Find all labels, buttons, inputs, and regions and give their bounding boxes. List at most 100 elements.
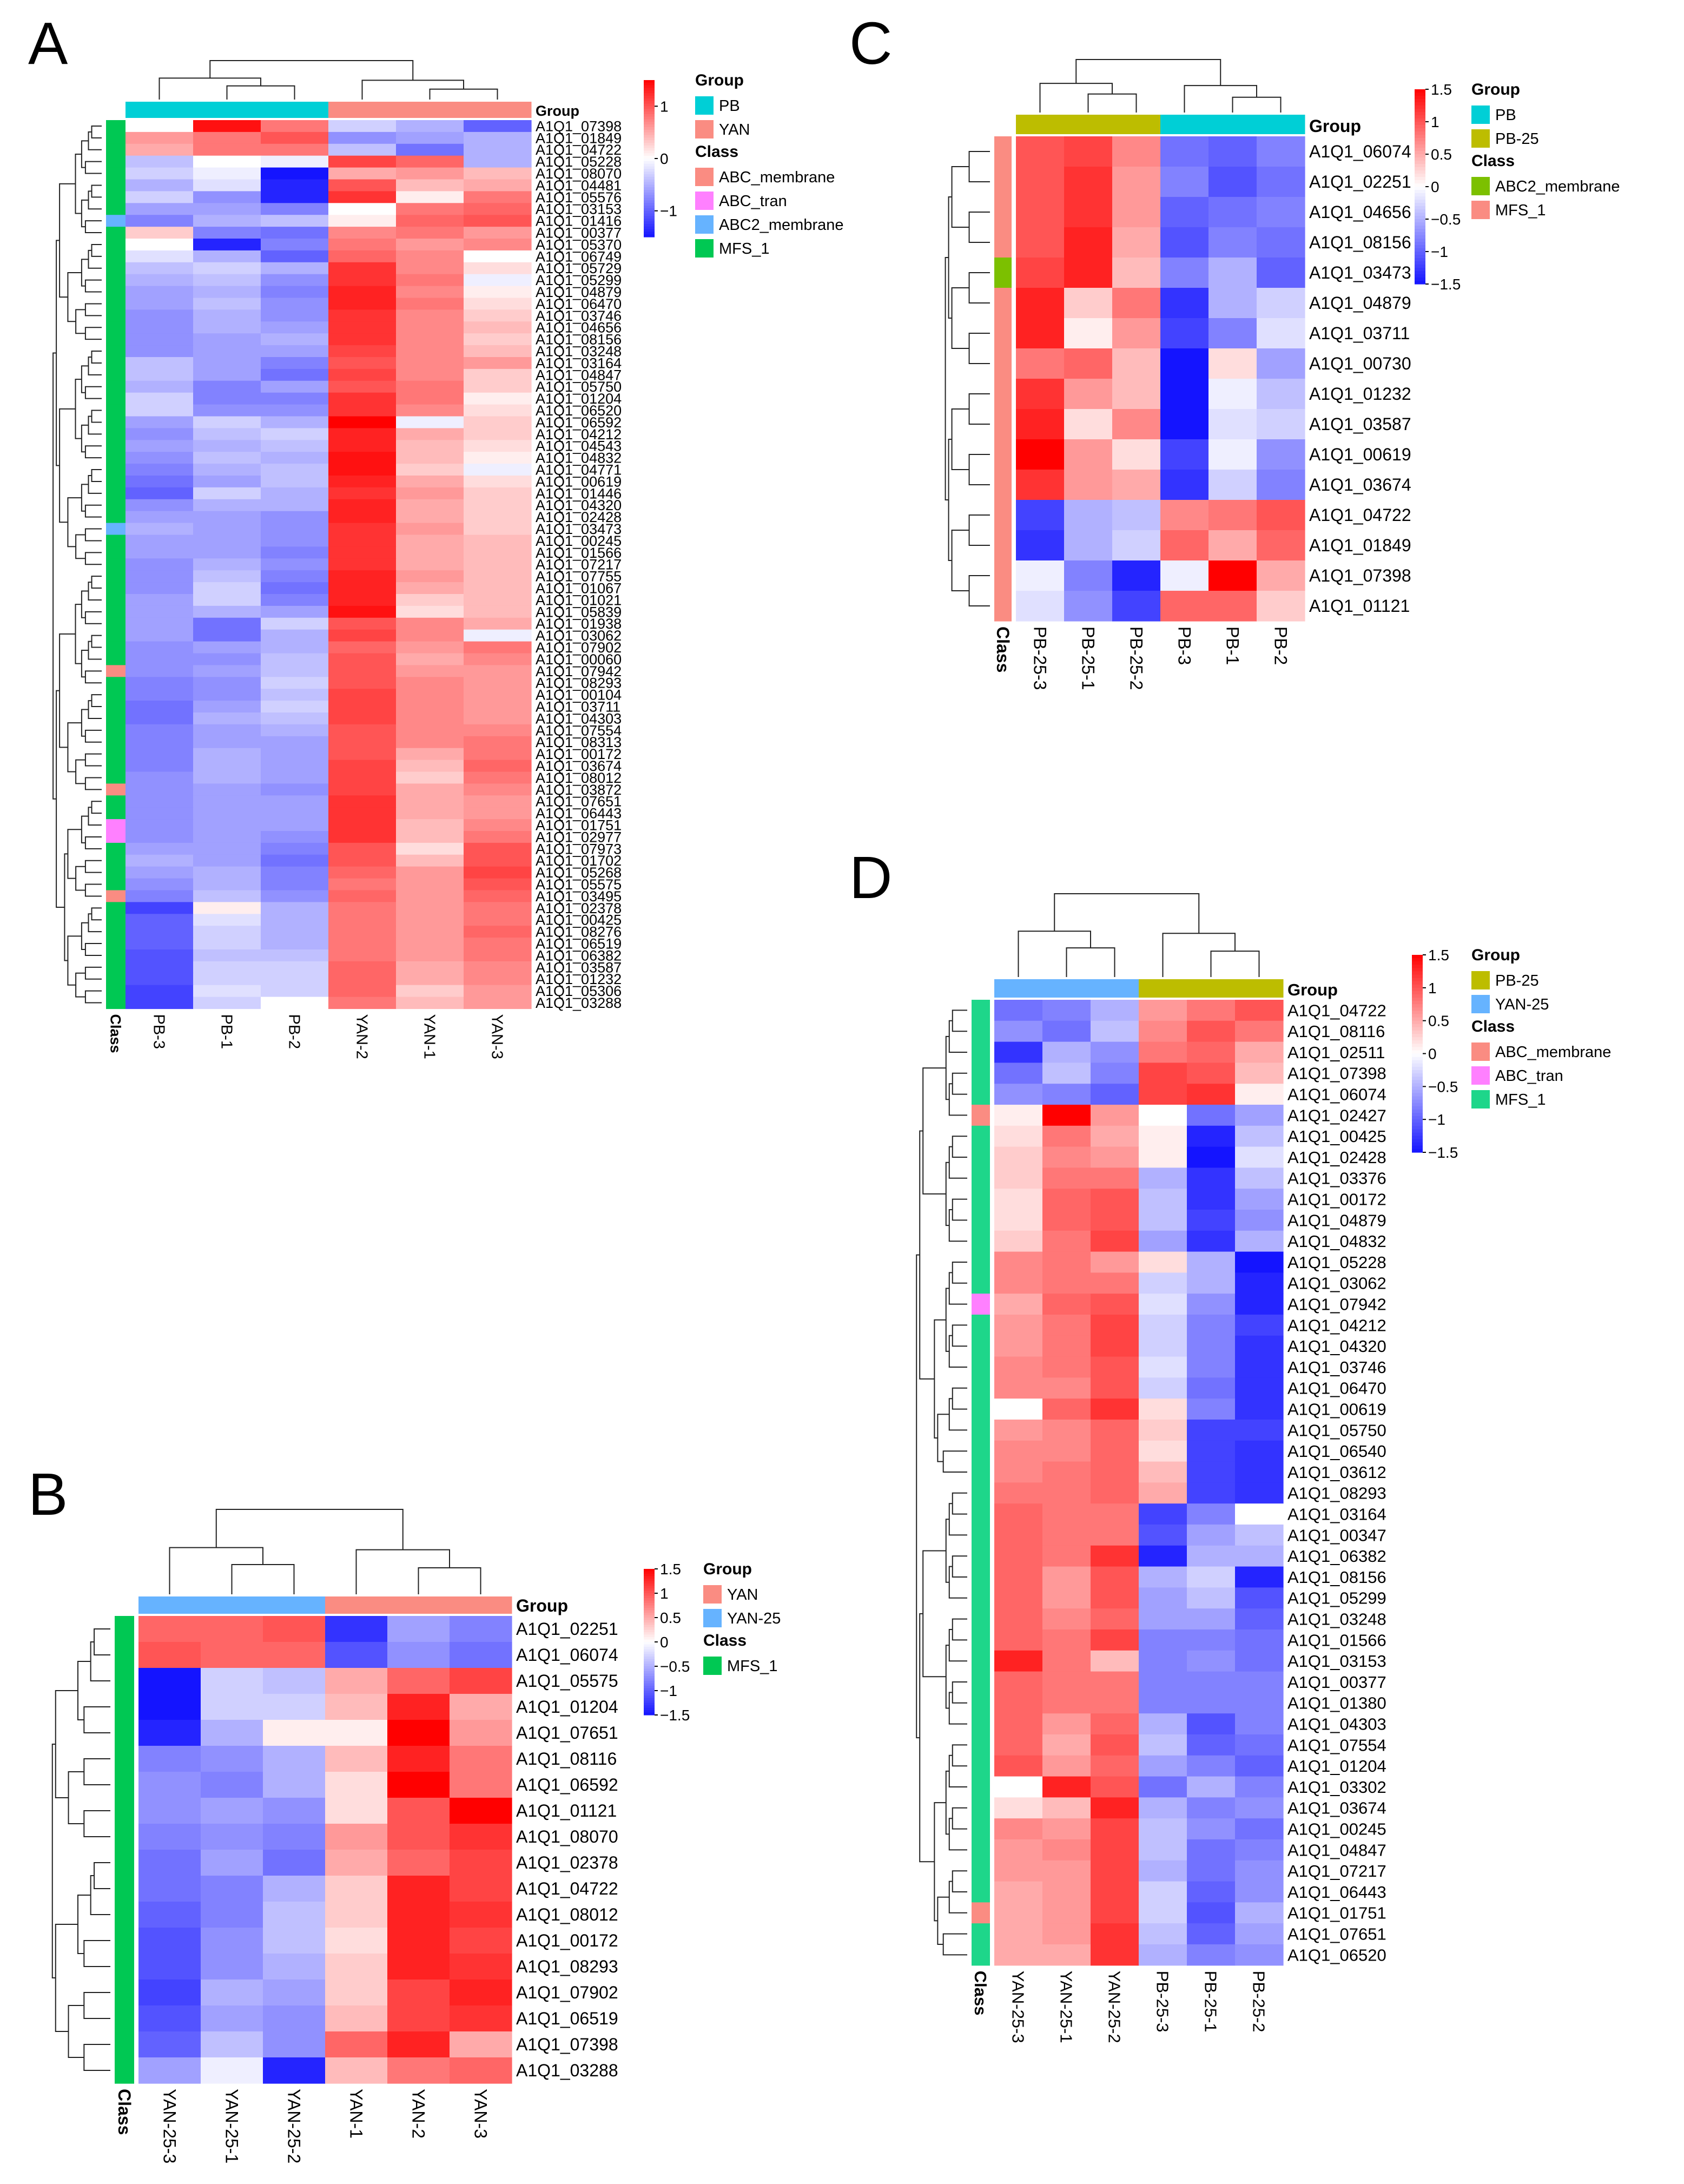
heatmap-cell bbox=[1235, 1902, 1284, 1924]
heatmap-cell bbox=[1112, 470, 1161, 500]
color-scale-segment bbox=[1415, 157, 1425, 161]
heatmap-cell bbox=[396, 842, 464, 855]
dendrogram-branch bbox=[952, 1870, 967, 1892]
heatmap-cell bbox=[464, 179, 532, 192]
row-label: A1Q1_08070 bbox=[536, 166, 622, 182]
heatmap-cell bbox=[126, 689, 194, 701]
heatmap-cell bbox=[1064, 530, 1113, 561]
color-scale-segment bbox=[1415, 99, 1425, 103]
row-label: A1Q1_04320 bbox=[536, 497, 622, 513]
heatmap-cell bbox=[1235, 1146, 1284, 1168]
heatmap-cell bbox=[126, 155, 194, 168]
heatmap-cell bbox=[1042, 1923, 1091, 1945]
heatmap-cell bbox=[464, 582, 532, 595]
dendrogram-branch bbox=[88, 131, 102, 150]
heatmap-cell bbox=[396, 878, 464, 891]
heatmap-cell bbox=[201, 1798, 263, 1824]
heatmap-cell bbox=[396, 345, 464, 358]
color-scale-tick-label: −1 bbox=[660, 1682, 677, 1699]
heatmap-cell bbox=[1042, 1797, 1091, 1819]
color-scale-segment bbox=[644, 1634, 655, 1638]
color-scale-segment bbox=[644, 187, 655, 190]
heatmap-cell bbox=[201, 1928, 263, 1954]
color-scale-segment bbox=[644, 1642, 655, 1645]
heatmap-cell bbox=[325, 1746, 388, 1772]
heatmap-cell bbox=[396, 227, 464, 239]
heatmap-cell bbox=[1091, 1923, 1139, 1945]
heatmap-cell bbox=[1208, 470, 1257, 500]
color-scale-segment bbox=[644, 163, 655, 167]
dendrogram-branch bbox=[84, 528, 102, 542]
heatmap-cell bbox=[138, 1876, 201, 1902]
class-annotation-cell bbox=[972, 1315, 990, 1336]
class-annotation-cell bbox=[994, 500, 1012, 531]
color-scale-segment bbox=[1412, 1113, 1423, 1117]
heatmap-cell bbox=[1235, 1398, 1284, 1420]
heatmap-cell bbox=[263, 1694, 326, 1720]
dendrogram-branch bbox=[215, 1509, 404, 1550]
class-annotation-cell bbox=[972, 1440, 990, 1462]
row-label: A1Q1_00172 bbox=[536, 746, 622, 762]
column-label: PB-2 bbox=[285, 1014, 302, 1049]
color-scale-segment bbox=[644, 1610, 655, 1613]
class-annotation-cell bbox=[106, 167, 126, 180]
row-label: A1Q1_00172 bbox=[1287, 1190, 1386, 1209]
heatmap-cell bbox=[126, 452, 194, 464]
dendrogram-branch bbox=[1232, 96, 1282, 113]
group-annotation-cell bbox=[325, 1596, 388, 1614]
heatmap-cell bbox=[464, 819, 532, 832]
row-label: A1Q1_01204 bbox=[536, 391, 622, 407]
heatmap-cell bbox=[328, 309, 397, 322]
color-scale-segment bbox=[644, 148, 655, 151]
color-scale-segment bbox=[644, 1683, 655, 1686]
heatmap-cell bbox=[1208, 318, 1257, 349]
heatmap-cell bbox=[328, 345, 397, 358]
heatmap-cell bbox=[138, 1668, 201, 1694]
heatmap-cell bbox=[450, 1902, 512, 1928]
heatmap-cell bbox=[201, 1720, 263, 1746]
class-annotation-cell bbox=[972, 1398, 990, 1420]
color-scale-segment bbox=[644, 176, 655, 180]
dendrogram-branch bbox=[88, 415, 102, 435]
class-annotation-cell bbox=[115, 1616, 134, 1642]
heatmap-cell bbox=[138, 1824, 201, 1850]
heatmap-cell bbox=[396, 464, 464, 476]
heatmap-cell bbox=[994, 1797, 1043, 1819]
heatmap-cell bbox=[201, 1824, 263, 1850]
color-scale-segment bbox=[1415, 190, 1425, 194]
dendrogram-branch bbox=[91, 125, 102, 138]
dendrogram-branch bbox=[1018, 931, 1091, 977]
class-annotation-cell bbox=[972, 1692, 990, 1714]
heatmap-cell bbox=[1091, 1692, 1139, 1714]
row-label: A1Q1_04847 bbox=[536, 367, 622, 383]
heatmap-cell bbox=[1139, 1041, 1187, 1063]
dendrogram-branch bbox=[952, 1072, 967, 1095]
class-annotation-cell bbox=[106, 227, 126, 239]
heatmap-cell bbox=[1235, 1105, 1284, 1126]
heatmap-cell bbox=[193, 902, 261, 914]
class-annotation-cell bbox=[994, 348, 1012, 379]
color-scale-segment bbox=[1415, 93, 1425, 96]
class-annotation-cell bbox=[994, 470, 1012, 500]
color-scale-segment bbox=[1415, 258, 1425, 262]
dendrogram-branch bbox=[1210, 951, 1260, 977]
heatmap-cell bbox=[261, 665, 329, 677]
dendrogram-branch bbox=[952, 1492, 967, 1515]
row-label: A1Q1_04722 bbox=[1287, 1001, 1386, 1020]
heatmap-cell bbox=[126, 748, 194, 761]
row-label: A1Q1_00377 bbox=[536, 225, 622, 241]
heatmap-cell bbox=[1139, 1608, 1187, 1630]
heatmap-cell bbox=[193, 783, 261, 796]
color-scale-segment bbox=[644, 182, 655, 185]
heatmap-cell bbox=[1112, 439, 1161, 470]
class-annotation-cell bbox=[106, 404, 126, 417]
row-label: A1Q1_03302 bbox=[1287, 1778, 1386, 1797]
color-scale-segment bbox=[1415, 183, 1425, 187]
heatmap-cell bbox=[261, 309, 329, 322]
color-scale-segment bbox=[1415, 115, 1425, 119]
dendrogram-branch bbox=[952, 1681, 967, 1704]
heatmap-cell bbox=[464, 440, 532, 452]
dendrogram-branch bbox=[934, 1319, 946, 1439]
group-annotation-cell bbox=[126, 102, 194, 118]
heatmap-cell bbox=[994, 1755, 1043, 1777]
